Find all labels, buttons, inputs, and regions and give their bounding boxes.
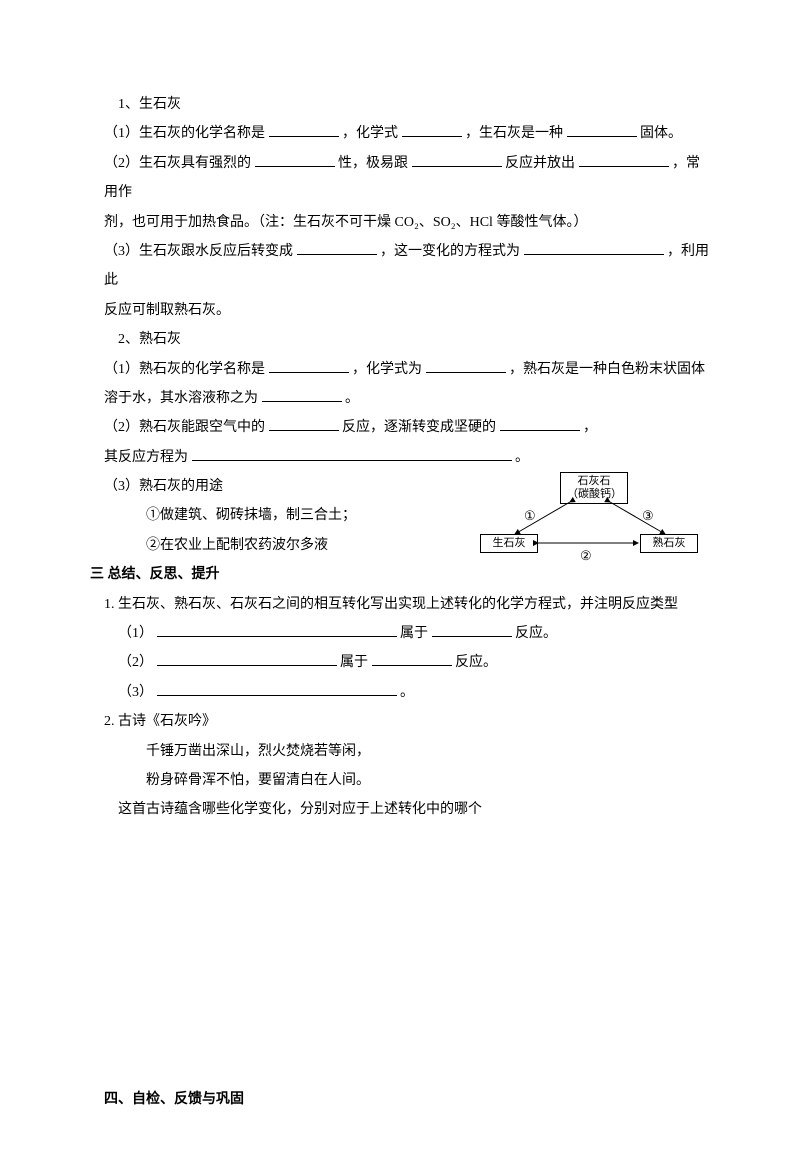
q1-3: （3） 。: [90, 678, 710, 707]
text: 属于: [340, 655, 368, 670]
blank[interactable]: [269, 416, 339, 431]
text: 其反应方程为: [104, 450, 188, 465]
sec2-p2-line1: （2）熟石灰能跟空气中的 反应，逐渐转变成坚硬的 ，: [90, 413, 710, 442]
blank[interactable]: [567, 122, 637, 137]
q2-line1: 千锤万凿出深山，烈火焚烧若等闲，: [90, 737, 710, 766]
q1-2: （2） 属于 反应。: [90, 648, 710, 677]
edge-label-2: ②: [580, 542, 592, 569]
text: 剂，也可用于加热食品。（注：生石灰不可干燥 CO₂、SO₂、HCl 等酸性气体。…: [104, 215, 587, 230]
text: （1）: [118, 626, 153, 641]
text: 反应。: [515, 626, 557, 641]
q1-intro: 1. 生石灰、熟石灰、石灰石之间的相互转化写出实现上述转化的化学方程式，并注明反…: [90, 590, 710, 619]
sec1-p3-line2: 反应可制取熟石灰。: [90, 296, 710, 325]
text: 反应，逐渐转变成坚硬的: [342, 420, 496, 435]
text: ，化学式为: [352, 362, 422, 377]
blank[interactable]: [412, 152, 502, 167]
blank[interactable]: [269, 358, 349, 373]
sec2-p1-line1: （1）熟石灰的化学名称是 ，化学式为 ，熟石灰是一种白色粉末状固体: [90, 355, 710, 384]
text: ，熟石灰是一种白色粉末状固体: [509, 362, 705, 377]
sec2-p3-wrap: （3）熟石灰的用途 ①做建筑、砌砖抹墙，制三合土； ②在农业上配制农药波尔多液 …: [90, 472, 710, 560]
sec2-title: 2、熟石灰: [90, 325, 710, 354]
text: （1）熟石灰的化学名称是: [104, 362, 265, 377]
text: ，这一变化的方程式为: [380, 244, 520, 259]
q2-intro: 2. 古诗《石灰吟》: [90, 707, 710, 736]
text: ，生石灰是一种: [465, 126, 563, 141]
blank[interactable]: [255, 152, 335, 167]
sec3-heading: 三 总结、反思、提升: [90, 560, 710, 589]
text: 。: [400, 685, 414, 700]
text: （3）生石灰跟水反应后转变成: [104, 244, 293, 259]
blank[interactable]: [262, 387, 342, 402]
blank[interactable]: [579, 152, 669, 167]
sec1-title: 1、生石灰: [90, 90, 710, 119]
text: 。: [515, 450, 529, 465]
lime-cycle-diagram: 石灰石 （碳酸钙） 生石灰 熟石灰 ① ② ③: [480, 472, 700, 562]
sec1-p1: （1）生石灰的化学名称是 ，化学式 ，生石灰是一种 固体。: [90, 119, 710, 148]
text: 溶于水，其水溶液称之为: [104, 391, 258, 406]
blank[interactable]: [157, 622, 397, 637]
sec2-p2-line2: 其反应方程为 。: [90, 443, 710, 472]
text: 反应。: [455, 655, 497, 670]
sec1-p2-line2: 剂，也可用于加热食品。（注：生石灰不可干燥 CO₂、SO₂、HCl 等酸性气体。…: [90, 208, 710, 237]
spacer: [90, 825, 710, 1085]
edge-label-1: ①: [524, 502, 536, 529]
sec1-p2-line1: （2）生石灰具有强烈的 性，极易跟 反应并放出 ，常用作: [90, 149, 710, 208]
sec2-p1-line2: 溶于水，其水溶液称之为 。: [90, 384, 710, 413]
text: ，化学式: [342, 126, 398, 141]
text: 反应并放出: [505, 156, 575, 171]
blank[interactable]: [269, 122, 339, 137]
text: ，: [583, 420, 597, 435]
text: 反应可制取熟石灰。: [104, 303, 230, 318]
text: （3）: [118, 685, 153, 700]
q2-line2: 粉身碎骨浑不怕，要留清白在人间。: [90, 766, 710, 795]
sec4-heading: 四、自检、反馈与巩固: [90, 1085, 710, 1114]
text: 固体。: [640, 126, 682, 141]
text: （1）生石灰的化学名称是: [104, 126, 265, 141]
blank[interactable]: [157, 681, 397, 696]
text: 。: [345, 391, 359, 406]
q1-1: （1） 属于 反应。: [90, 619, 710, 648]
edge-label-3: ③: [642, 502, 654, 529]
blank[interactable]: [192, 446, 512, 461]
text: 属于: [400, 626, 428, 641]
blank[interactable]: [426, 358, 506, 373]
sec1-p3-line1: （3）生石灰跟水反应后转变成 ，这一变化的方程式为 ，利用此: [90, 237, 710, 296]
worksheet-page: 1、生石灰 （1）生石灰的化学名称是 ，化学式 ，生石灰是一种 固体。 （2）生…: [0, 0, 800, 1154]
text: 性，极易跟: [338, 156, 408, 171]
blank[interactable]: [157, 651, 337, 666]
text: （2）: [118, 655, 153, 670]
blank[interactable]: [524, 240, 664, 255]
q2-ask: 这首古诗蕴含哪些化学变化，分别对应于上述转化中的哪个: [90, 795, 710, 824]
blank[interactable]: [500, 416, 580, 431]
blank[interactable]: [432, 622, 512, 637]
blank[interactable]: [372, 651, 452, 666]
blank[interactable]: [297, 240, 377, 255]
blank[interactable]: [402, 122, 462, 137]
text: （2）生石灰具有强烈的: [104, 156, 251, 171]
text: （2）熟石灰能跟空气中的: [104, 420, 265, 435]
